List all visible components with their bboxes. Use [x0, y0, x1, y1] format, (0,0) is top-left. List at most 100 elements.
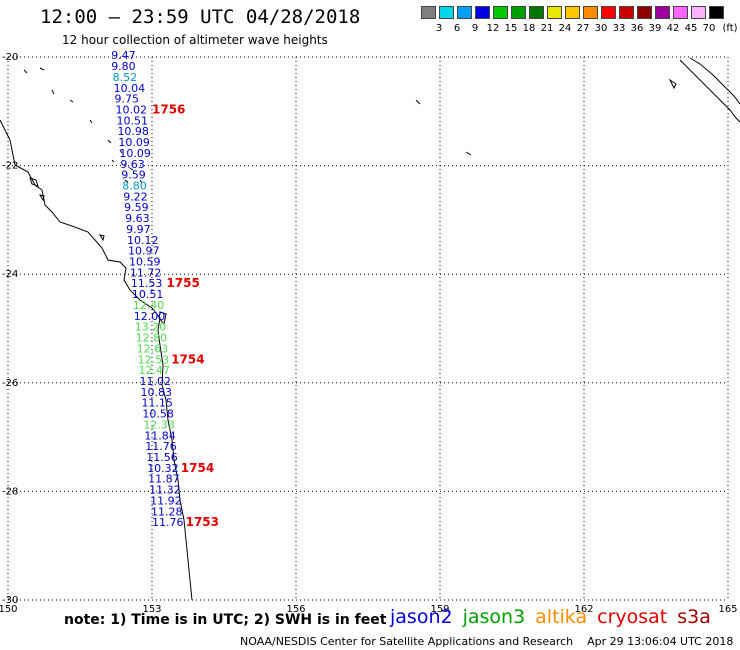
wave-height-reading: 12.80 — [136, 332, 168, 345]
wave-height-reading: 10.58 — [142, 408, 174, 421]
credit-line: NOAA/NESDIS Center for Satellite Applica… — [240, 635, 733, 648]
lat-label: -30 — [2, 595, 18, 606]
legend-swatch — [421, 6, 436, 19]
legend-swatch — [565, 6, 580, 19]
wave-height-reading: 9.63 — [125, 212, 149, 225]
track-time-marks: 1756 1755 1754 1754 1753 — [152, 102, 219, 529]
legend-swatch — [655, 6, 670, 19]
reef-mark — [23, 69, 28, 74]
wave-height-reading: 9.97 — [126, 223, 151, 236]
legend-swatch — [547, 6, 562, 19]
new-caledonia-coastline — [689, 57, 740, 105]
credit-text: NOAA/NESDIS Center for Satellite Applica… — [240, 635, 574, 648]
wave-height-reading: 10.09 — [118, 136, 149, 149]
lon-label: 162 — [574, 604, 593, 615]
legend-label: 27 — [576, 23, 590, 34]
legend-label: 9 — [471, 23, 479, 34]
reef-mark — [119, 149, 123, 154]
legend-label: 45 — [684, 23, 698, 34]
legend-swatch — [601, 6, 616, 19]
wave-height-reading: 8.80 — [122, 179, 146, 192]
reef-mark — [39, 67, 45, 71]
coastline — [0, 57, 740, 601]
legend-swatch — [619, 6, 634, 19]
wave-height-reading: 10.02 — [116, 103, 147, 116]
wave-height-reading: 9.22 — [123, 190, 148, 203]
lat-label: -20 — [2, 52, 18, 63]
time-mark: 1755 — [166, 276, 199, 290]
legend-label: 33 — [612, 23, 626, 34]
wave-height-reading: 13.20 — [135, 321, 167, 334]
wave-height-reading: 9.59 — [124, 201, 149, 214]
lon-label: 156 — [286, 604, 305, 615]
satellite-name: altika — [535, 606, 588, 628]
wave-height-reading: 10.04 — [114, 82, 146, 95]
legend-swatch — [691, 6, 706, 19]
legend-label: 15 — [504, 23, 518, 34]
wave-height-reading: 11.72 — [130, 266, 162, 279]
satellite-key: jason2 jason3 altika cryosat s3a — [390, 606, 721, 628]
reef-mark — [139, 179, 143, 184]
wave-height-reading: 9.75 — [115, 93, 140, 106]
legend-swatch — [583, 6, 598, 19]
satellite-name: s3a — [677, 606, 711, 628]
wave-height-reading: 10.51 — [116, 114, 148, 127]
wave-height-reading: 10.83 — [140, 386, 172, 399]
wave-height-reading: 9.59 — [121, 169, 146, 182]
map-subtitle: 12 hour collection of altimeter wave hei… — [62, 33, 328, 47]
legend-swatch — [673, 6, 688, 19]
time-mark: 1754 — [181, 461, 214, 475]
legend-label: 39 — [648, 23, 662, 34]
wave-height-reading: 11.92 — [150, 494, 182, 507]
wave-height-reading: 10.97 — [128, 245, 160, 258]
wave-height-reading: 11.53 — [131, 277, 163, 290]
wave-height-reading: 9.47 — [111, 49, 136, 62]
islet — [465, 151, 472, 156]
wave-height-reading: 11.87 — [148, 473, 180, 486]
island — [98, 234, 105, 242]
australia-coastline — [0, 119, 193, 601]
time-mark: 1756 — [152, 102, 185, 116]
lat-label: -22 — [2, 161, 18, 172]
satellite-name: jason3 — [462, 606, 526, 628]
wave-height-reading: 11.28 — [151, 505, 183, 518]
lat-label: -28 — [2, 486, 18, 497]
wave-height-reading: 9.80 — [111, 60, 136, 73]
legend-label: 70 — [702, 23, 716, 34]
units-note: note: 1) Time is in UTC; 2) SWH is in fe… — [64, 612, 387, 628]
wave-height-reading: 11.84 — [144, 429, 176, 442]
wave-height-reading: 12.00 — [134, 310, 166, 323]
reef-mark — [69, 99, 74, 103]
satellite-name: cryosat — [597, 606, 668, 628]
track-readings: 9.479.808.5210.049.7510.0210.5110.9810.0… — [111, 49, 183, 529]
wave-height-reading: 12.40 — [133, 299, 165, 312]
wave-height-reading: 11.02 — [140, 375, 172, 388]
wave-height-reading: 10.09 — [119, 147, 151, 160]
reef-mark — [107, 139, 112, 144]
new-caledonia-coastline — [679, 59, 740, 123]
wave-height-reading: 11.15 — [141, 397, 173, 410]
legend-swatch — [493, 6, 508, 19]
legend-label: 24 — [558, 23, 572, 34]
legend-label: 42 — [666, 23, 680, 34]
time-mark: 1753 — [186, 515, 219, 529]
time-mark: 1754 — [171, 352, 204, 366]
wave-height-reading: 10.32 — [147, 462, 179, 475]
legend-swatch — [457, 6, 472, 19]
wave-height-reading: 8.52 — [113, 71, 138, 84]
lon-label: 150 — [0, 604, 18, 615]
legend-unit: (ft) — [722, 23, 738, 34]
lat-label: -24 — [2, 269, 18, 280]
legend-swatch — [439, 6, 454, 19]
wave-height-reading: 12.33 — [143, 418, 175, 431]
wave-height-reading: 11.76 — [152, 516, 184, 529]
reef-mark — [111, 159, 115, 163]
wave-height-reading: 10.51 — [132, 288, 164, 301]
reef-mark — [129, 167, 134, 171]
wave-height-reading: 10.98 — [117, 125, 149, 138]
legend-label: 6 — [453, 23, 461, 34]
reef-mark — [51, 89, 55, 95]
legend-label: 36 — [630, 23, 644, 34]
